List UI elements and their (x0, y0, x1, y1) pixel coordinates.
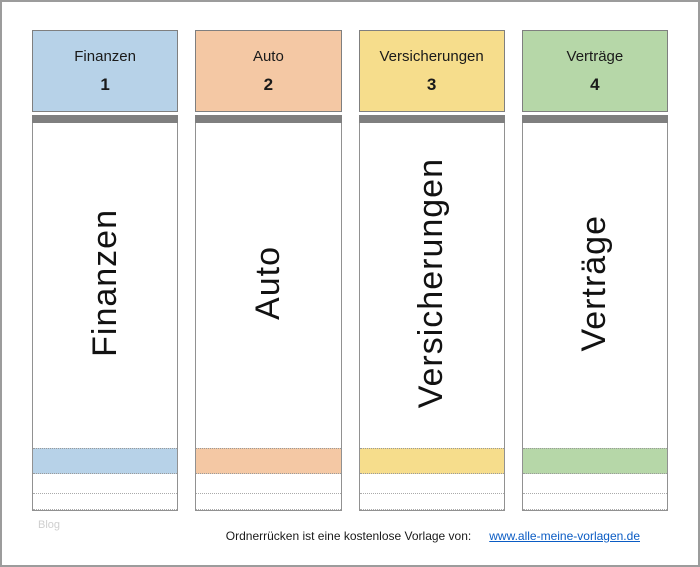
spine-blank-row (196, 494, 341, 510)
spine-body: Finanzen (32, 123, 179, 511)
spine-color-band (33, 448, 178, 474)
spine-divider-bar (195, 115, 342, 123)
folder-spine: Verträge 4 Verträge (521, 30, 668, 511)
spine-number: 4 (590, 74, 600, 94)
spine-blank-row (359, 494, 504, 510)
footer-text: Ordnerrücken ist eine kostenlose Vorlage… (225, 529, 472, 543)
folder-spine: Versicherungen 3 Versicherungen (358, 30, 505, 511)
footer-link[interactable]: www.alle-meine-vorlagen.de (489, 529, 640, 543)
spine-title: Verträge (566, 47, 624, 65)
spine-blank-row (33, 494, 178, 510)
spine-blank-row (522, 494, 667, 510)
spine-blank-row (196, 474, 341, 494)
spine-title: Versicherungen (379, 47, 484, 65)
footer: Ordnerrücken ist eine kostenlose Vorlage… (226, 529, 640, 543)
folder-spines: Finanzen 1 Finanzen Auto 2 Auto (32, 30, 668, 511)
spine-bottom-section (196, 448, 341, 510)
spine-body: Auto (195, 123, 342, 511)
spine-color-band (196, 448, 341, 474)
spine-bottom-section (522, 448, 667, 510)
spine-divider-bar (32, 115, 179, 123)
spine-blank-row (359, 474, 504, 494)
spine-number: 3 (426, 74, 437, 94)
spine-divider-bar (358, 115, 505, 123)
spine-vertical-label: Finanzen (85, 209, 124, 357)
spine-title: Auto (252, 47, 284, 65)
spine-bottom-section (359, 448, 504, 510)
watermark-text: Blog (38, 519, 61, 531)
spine-header: Auto 2 (195, 30, 342, 112)
spine-title: Finanzen (74, 47, 136, 65)
folder-spine: Finanzen 1 Finanzen (32, 30, 179, 511)
spine-blank-row (522, 474, 667, 494)
spine-number: 2 (263, 74, 274, 94)
folder-spine: Auto 2 Auto (195, 30, 342, 511)
spine-body: Verträge (521, 123, 668, 511)
spine-number: 1 (100, 74, 110, 94)
spine-body: Versicherungen (358, 123, 505, 511)
spine-vertical-label: Verträge (575, 214, 614, 352)
spine-color-band (522, 448, 667, 474)
spine-vertical-label: Versicherungen (412, 157, 451, 409)
spine-color-band (359, 448, 504, 474)
spine-divider-bar (521, 115, 668, 123)
spine-blank-row (33, 474, 178, 494)
spine-header: Verträge 4 (521, 30, 668, 112)
spine-vertical-label: Auto (248, 246, 287, 320)
spine-header: Versicherungen 3 (358, 30, 505, 112)
spine-header: Finanzen 1 (32, 30, 179, 112)
spine-bottom-section (33, 448, 178, 510)
